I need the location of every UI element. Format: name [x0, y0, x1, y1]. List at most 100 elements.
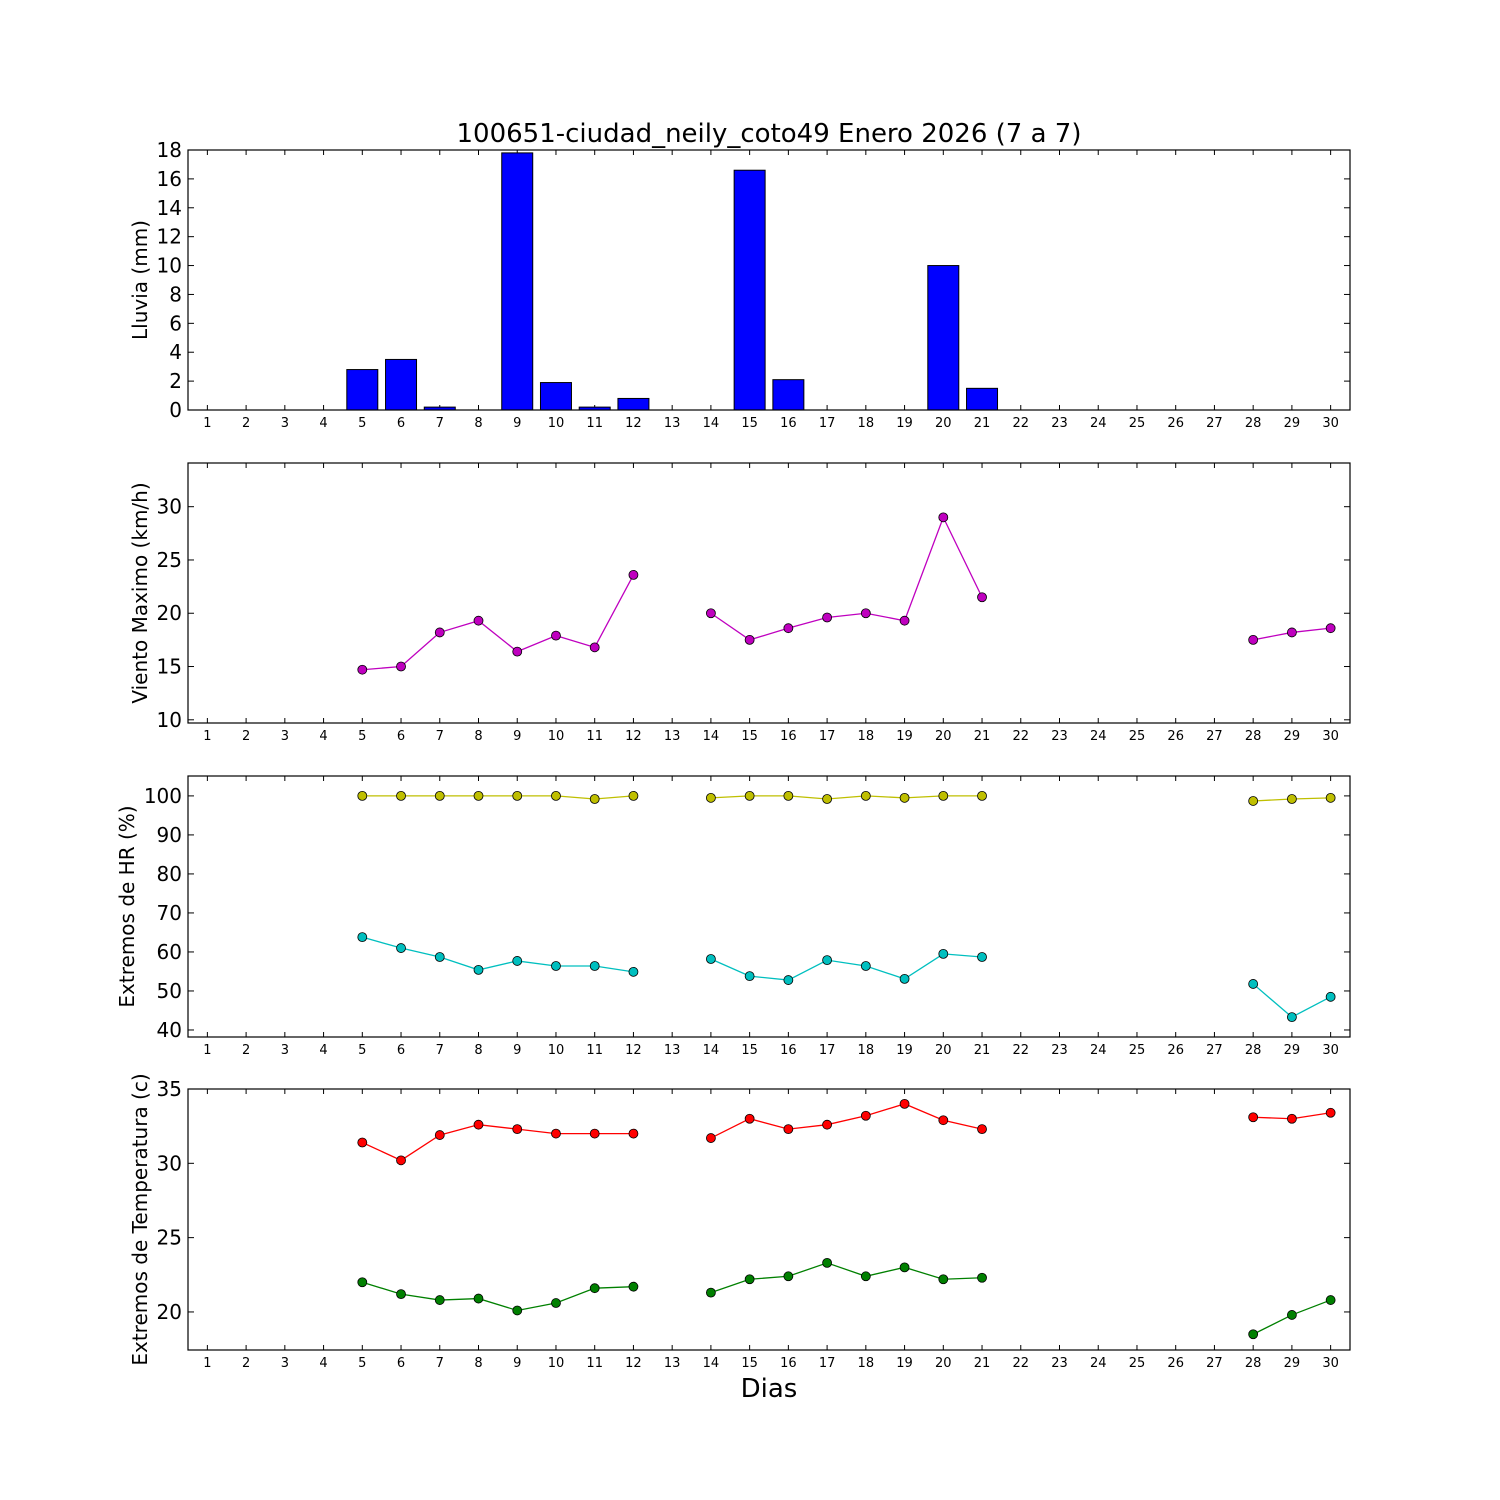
x-tick-label: 16 [780, 1356, 797, 1371]
data-point [434, 1295, 445, 1305]
data-point [589, 961, 600, 971]
data-point [744, 971, 755, 982]
x-tick-label: 6 [397, 1356, 405, 1371]
x-tick-label: 25 [1129, 416, 1146, 431]
x-tick-label: 18 [858, 1356, 875, 1371]
data-point [473, 615, 484, 626]
data-point [1325, 1107, 1336, 1118]
x-tick-label: 17 [819, 1043, 836, 1058]
x-tick-label: 26 [1167, 729, 1184, 744]
data-point [396, 661, 406, 672]
data-point [551, 790, 561, 801]
data-point [357, 1277, 368, 1288]
x-tick-label: 25 [1129, 1356, 1146, 1371]
x-tick-label: 8 [474, 1356, 482, 1371]
x-tick-label: 13 [664, 729, 681, 744]
x-tick-label: 30 [1322, 416, 1339, 431]
data-point [783, 1271, 794, 1282]
x-tick-label: 17 [819, 416, 836, 431]
data-point [434, 790, 445, 801]
x-tick-label: 8 [474, 416, 482, 431]
x-tick-label: 27 [1206, 1043, 1223, 1058]
x-tick-label: 10 [548, 1043, 565, 1058]
x-tick-label: 29 [1284, 1356, 1301, 1371]
y-tick-label: 25 [157, 548, 182, 572]
data-point [860, 1110, 871, 1121]
x-tick-label: 4 [319, 1356, 327, 1371]
x-tick-label: 14 [703, 1356, 720, 1371]
series-line [362, 1281, 634, 1312]
x-tick-label: 13 [664, 1043, 681, 1058]
data-point [899, 1098, 910, 1109]
rain-bar [539, 382, 572, 411]
data-point [938, 949, 949, 959]
series-line [362, 574, 635, 671]
data-point [899, 615, 910, 626]
y-axis-label: Lluvia (mm) [128, 220, 152, 340]
rain-bar [385, 358, 418, 411]
chart-title: 100651-ciudad_neily_coto49 Enero 2026 (7… [457, 119, 1082, 149]
x-tick-label: 24 [1090, 729, 1107, 744]
data-point [1325, 991, 1336, 1002]
plot-frame [187, 1088, 1351, 1351]
data-point [977, 790, 987, 801]
data-point [938, 790, 949, 801]
x-tick-label: 17 [819, 1356, 836, 1371]
x-tick-label: 7 [436, 416, 444, 431]
data-point [899, 1262, 910, 1273]
x-tick-label: 2 [242, 416, 250, 431]
data-point [1287, 1012, 1297, 1023]
x-tick-label: 2 [242, 729, 250, 744]
data-point [706, 954, 716, 964]
data-point [822, 612, 832, 623]
x-tick-label: 29 [1284, 1043, 1301, 1058]
y-tick-label: 50 [157, 979, 182, 1003]
data-point [1248, 1329, 1259, 1340]
x-tick-label: 5 [358, 729, 366, 744]
x-tick-label: 11 [586, 1043, 603, 1058]
data-point [783, 790, 794, 801]
x-tick-label: 5 [358, 1043, 366, 1058]
x-tick-label: 16 [780, 1043, 797, 1058]
x-tick-label: 22 [1012, 1356, 1029, 1371]
data-point [357, 664, 368, 675]
x-tick-label: 5 [358, 1356, 366, 1371]
x-tick-label: 13 [664, 416, 681, 431]
x-tick-label: 29 [1284, 729, 1301, 744]
x-tick-label: 11 [586, 729, 603, 744]
x-tick-label: 20 [935, 729, 952, 744]
x-tick-label: 3 [281, 416, 289, 431]
data-point [938, 512, 949, 523]
data-point [512, 1305, 523, 1316]
rain-bar [927, 265, 960, 411]
x-tick-label: 24 [1090, 416, 1107, 431]
data-point [473, 1293, 484, 1304]
x-tick-label: 1 [203, 416, 211, 431]
y-axis-label: Extremos de Temperatura (c) [128, 1073, 152, 1365]
y-tick-label: 2 [169, 369, 182, 393]
x-tick-label: 21 [974, 729, 991, 744]
rain-bar [617, 397, 650, 411]
data-point [551, 1128, 561, 1139]
y-tick-label: 25 [157, 1226, 182, 1250]
data-point [628, 569, 639, 580]
data-point [783, 623, 794, 634]
data-point [589, 642, 600, 653]
data-point [357, 1137, 368, 1148]
data-point [473, 1119, 484, 1130]
rain-bar [733, 169, 766, 411]
data-point [977, 592, 987, 603]
y-tick-label: 90 [157, 823, 182, 847]
x-tick-label: 27 [1206, 729, 1223, 744]
x-tick-label: 28 [1245, 729, 1262, 744]
data-point [396, 790, 406, 801]
data-point [551, 961, 561, 971]
data-point [1287, 1113, 1297, 1124]
y-tick-label: 0 [169, 398, 182, 422]
x-tick-label: 20 [935, 1043, 952, 1058]
x-tick-label: 10 [548, 416, 565, 431]
x-tick-label: 6 [397, 1043, 405, 1058]
